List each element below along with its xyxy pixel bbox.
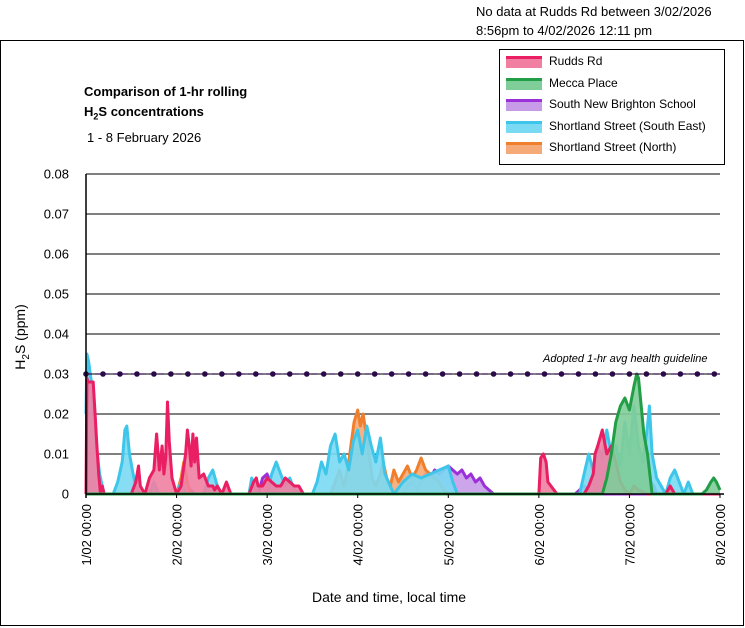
legend-label: Shortland Street (North) [549, 140, 677, 154]
y-tick-label: 0.01 [44, 447, 69, 462]
guideline-marker [185, 371, 191, 377]
guideline-marker [354, 371, 361, 377]
series-line [84, 376, 720, 496]
guideline-marker [558, 371, 565, 377]
legend-label: South New Brighton School [549, 97, 696, 111]
guideline-marker [219, 371, 225, 377]
chart-frame [0, 40, 744, 626]
legend-swatch [506, 142, 542, 154]
guideline-marker [117, 371, 123, 377]
legend-label: Mecca Place [549, 75, 618, 90]
guideline-marker [660, 371, 667, 377]
legend-swatch [506, 56, 542, 68]
guideline-marker [134, 371, 140, 377]
chart-subtitle: 1 - 8 February 2026 [87, 130, 202, 145]
guideline-marker [643, 371, 650, 377]
guideline-marker [320, 371, 327, 377]
guideline-label: Adopted 1-hr avg health guideline [543, 353, 708, 365]
guideline-marker [303, 371, 310, 377]
y-tick-label: 0.07 [44, 207, 69, 222]
legend-swatch [506, 77, 542, 90]
x-tick-label: 6/02 00:00 [532, 504, 547, 565]
y-tick-label: 0.06 [44, 247, 69, 262]
legend: Rudds Rd Mecca Place South New Brighton Sc… [499, 49, 725, 165]
legend-item: Rudds Rd [506, 53, 720, 74]
guideline-marker [202, 371, 208, 377]
guideline-marker [456, 371, 463, 377]
x-tick-label: 4/02 00:00 [351, 504, 366, 565]
guideline-marker [677, 371, 684, 377]
x-tick-label: 2/02 00:00 [170, 504, 185, 565]
guideline-marker [371, 371, 378, 377]
guideline-marker [439, 371, 446, 377]
x-tick-label: 1/02 00:00 [79, 504, 94, 565]
guideline-marker [253, 371, 259, 377]
x-axis-title: Date and time, local time [312, 589, 467, 605]
guideline-marker [711, 371, 718, 377]
y-tick-label: 0.03 [44, 367, 69, 382]
series-areas [84, 352, 722, 496]
legend-swatch [506, 120, 542, 133]
guideline-marker [541, 371, 548, 377]
guideline-marker [100, 371, 106, 377]
guideline-marker [405, 371, 412, 377]
guideline-marker [270, 371, 276, 377]
guideline-marker [151, 371, 157, 377]
series-line [86, 372, 722, 496]
y-tick-label: 0.08 [44, 167, 69, 182]
guideline-marker [490, 371, 497, 377]
guideline-marker [388, 371, 395, 377]
no-data-note-line2: 8:56pm to 4/02/2026 12:11 pm [476, 23, 653, 38]
legend-item: South New Brighton School [506, 96, 720, 117]
guideline-marker [694, 371, 701, 377]
x-tick-label: 5/02 00:00 [441, 504, 456, 565]
guideline-marker [286, 371, 293, 377]
guideline-marker [592, 371, 599, 377]
legend-item: Mecca Place [506, 75, 720, 96]
legend-label: Rudds Rd [549, 54, 603, 68]
legend-swatch [506, 99, 542, 111]
x-tick-label: 8/02 00:00 [713, 504, 728, 565]
guideline-marker [609, 371, 616, 377]
axes: 0 0.01 0.02 0.03 0.04 0.05 0.06 0.07 0.08 1/02 00… [44, 167, 728, 566]
y-tick-label: 0.02 [44, 407, 69, 422]
y-axis-title: H2S (ppm) [12, 304, 32, 370]
chart-title-line2: H2S concentrations [84, 104, 204, 122]
no-data-note-line1: No data at Rudds Rd between 3/02/2026 [476, 4, 712, 19]
x-tick-label: 7/02 00:00 [622, 504, 637, 565]
guideline [83, 371, 720, 377]
guideline-marker [524, 371, 531, 377]
guideline-marker [236, 371, 242, 377]
no-data-note: No data at Rudds Rd between 3/02/2026 8:… [476, 2, 712, 40]
y-tick-label: 0 [62, 487, 69, 502]
guideline-marker [626, 371, 633, 377]
guideline-marker [575, 371, 582, 377]
y-tick-label: 0.05 [44, 287, 69, 302]
guideline-marker [422, 371, 429, 377]
guideline-marker [337, 371, 344, 377]
legend-item: Shortland Street (North) [506, 139, 720, 160]
chart-title-line1: Comparison of 1-hr rolling [84, 84, 248, 99]
legend-item: Shortland Street (South East) [506, 118, 720, 139]
guideline-marker [473, 371, 480, 377]
y-tick-label: 0.04 [44, 327, 69, 342]
chart-title: Comparison of 1-hr rolling H2S concentra… [84, 82, 247, 127]
legend-label: Shortland Street (South East) [549, 118, 706, 133]
guideline-marker [507, 371, 514, 377]
guideline-marker [168, 371, 174, 377]
x-tick-label: 3/02 00:00 [260, 504, 275, 565]
